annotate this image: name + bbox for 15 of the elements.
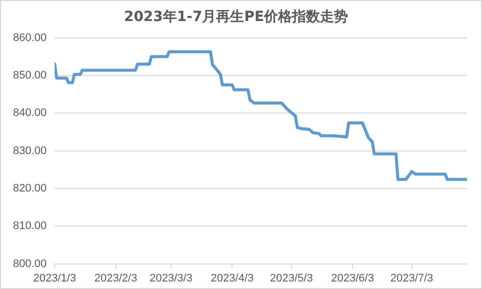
y-tick-label: 810.00: [12, 220, 47, 232]
x-tick-label: 2023/6/3: [331, 272, 374, 284]
x-tick-label: 2023/1/3: [33, 272, 76, 284]
y-tick-label: 800.00: [12, 258, 47, 270]
x-tick-label: 2023/5/3: [270, 272, 313, 284]
x-tick-label: 2023/2/3: [94, 272, 138, 284]
y-tick-label: 850.00: [12, 70, 47, 82]
x-tick-label: 2023/7/3: [390, 272, 434, 284]
y-tick-label: 840.00: [12, 107, 47, 120]
y-tick-label: 820.00: [12, 182, 47, 194]
y-tick-label: 860.00: [12, 32, 47, 44]
chart-title: 2023年1-7月再生PE价格指数走势: [124, 9, 348, 26]
x-tick-label: 2023/3/3: [150, 272, 192, 284]
x-tick-label: 2023/4/3: [210, 272, 254, 284]
y-tick-label: 830.00: [12, 144, 47, 157]
